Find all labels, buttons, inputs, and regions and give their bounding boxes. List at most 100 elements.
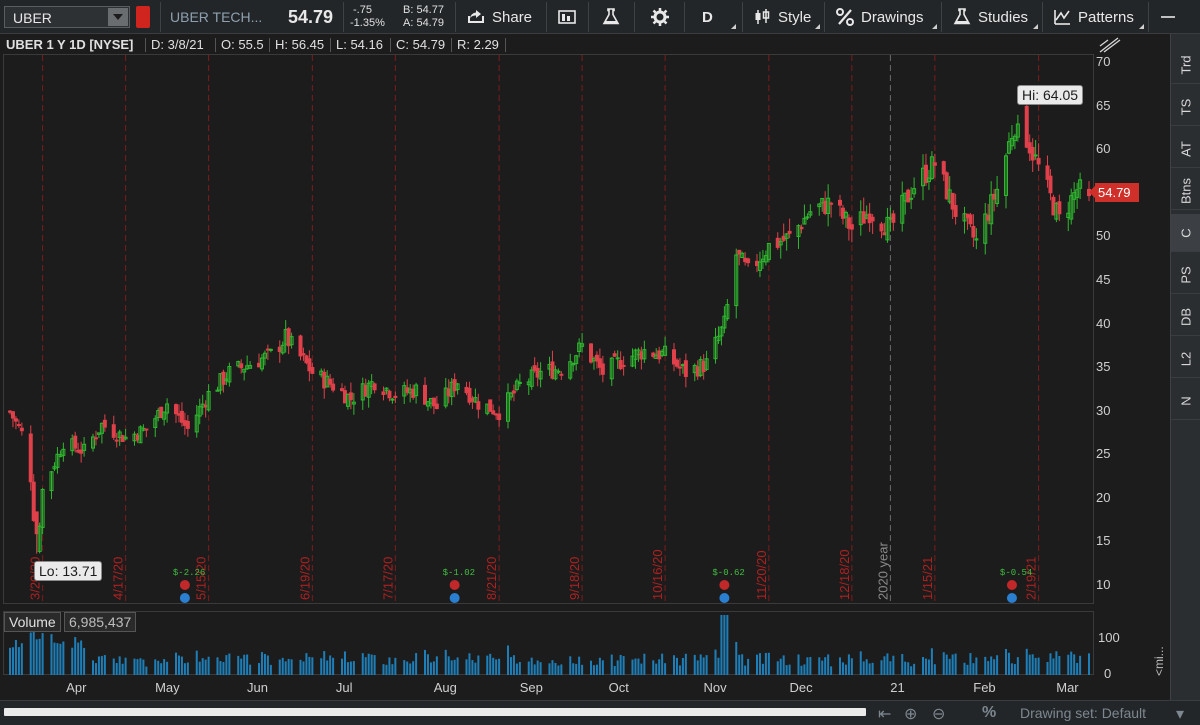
earnings-value: $-0.62 xyxy=(712,568,744,578)
high-callout: Hi: 64.05 xyxy=(1017,85,1084,105)
candle-body xyxy=(746,258,751,264)
scroll-left-icon[interactable]: ⇤ xyxy=(878,706,892,723)
candle xyxy=(674,358,679,369)
volume-bar xyxy=(20,643,23,675)
side-tab-ts[interactable]: TS xyxy=(1171,88,1200,126)
toolbar-separator xyxy=(455,2,456,32)
candle-body xyxy=(310,367,315,374)
price-chart-panel[interactable]: 3/20/204/17/205/15/206/19/207/17/208/21/… xyxy=(3,54,1095,605)
candle xyxy=(971,214,976,248)
price-tick-label: 45 xyxy=(1096,271,1111,287)
candle-body xyxy=(849,224,854,230)
volume-bar xyxy=(1049,653,1052,675)
volume-bar xyxy=(94,663,97,675)
studies-flask-icon xyxy=(953,8,971,25)
side-tab-label: AT xyxy=(1178,140,1194,157)
side-tab-c[interactable]: C xyxy=(1171,214,1200,252)
candle-body xyxy=(843,211,848,218)
crosshair-icon[interactable]: ⊕ xyxy=(904,706,918,723)
chart-info-button[interactable] xyxy=(557,0,583,34)
horizontal-scrollbar[interactable] xyxy=(4,708,866,716)
candle xyxy=(93,430,98,446)
candle xyxy=(40,488,45,535)
toolbar-separator xyxy=(824,2,825,32)
candle-body xyxy=(511,390,516,394)
volume-bar xyxy=(367,653,370,675)
side-tab-ps[interactable]: PS xyxy=(1171,256,1200,294)
candle xyxy=(194,405,199,438)
candle xyxy=(348,382,353,410)
earnings-value: $-2.26 xyxy=(173,568,205,578)
volume-bar xyxy=(166,661,169,675)
candle-body xyxy=(123,436,128,440)
side-tab-trd[interactable]: Trd xyxy=(1171,46,1200,84)
volume-bar xyxy=(678,665,681,675)
volume-bar xyxy=(509,657,512,675)
aggregation-button[interactable]: D xyxy=(702,0,738,34)
volume-bar xyxy=(373,655,376,675)
volume-bar xyxy=(486,655,489,675)
candle xyxy=(340,383,344,392)
chart-title[interactable]: UBER 1 Y 1D [NYSE] xyxy=(6,37,134,52)
candle xyxy=(242,368,247,381)
share-button[interactable]: Share xyxy=(466,0,540,34)
volume-bar xyxy=(616,660,619,675)
candle-body xyxy=(983,213,988,244)
symbol-input[interactable]: UBER xyxy=(4,6,130,28)
scale-icon[interactable] xyxy=(1098,36,1122,54)
price-chart-svg[interactable]: 3/20/204/17/205/15/206/19/207/17/208/21/… xyxy=(4,55,1095,605)
volume-bar xyxy=(1031,654,1034,675)
side-tab-n[interactable]: N xyxy=(1171,382,1200,420)
candle xyxy=(473,388,478,404)
candle xyxy=(1024,101,1029,149)
time-tick-label: Mar xyxy=(1056,680,1079,695)
side-tab-db[interactable]: DB xyxy=(1171,298,1200,336)
candle-body xyxy=(805,216,810,219)
more-button[interactable] xyxy=(1158,0,1194,34)
percent-toggle-icon[interactable]: % xyxy=(982,704,997,721)
settings-button[interactable] xyxy=(650,0,676,34)
time-axis[interactable]: Apr May Jun Jul Aug Sep Oct Nov Dec 21 Feb Mar xyxy=(0,678,1096,698)
candle xyxy=(61,442,66,462)
symbol-dropdown-button[interactable] xyxy=(108,8,128,26)
drawing-set-label[interactable]: Drawing set: Default xyxy=(1020,705,1147,721)
candle-body xyxy=(31,481,36,521)
side-tab-btns[interactable]: Btns xyxy=(1171,172,1200,210)
studies-button[interactable]: Studies xyxy=(952,0,1040,34)
side-tab-l2[interactable]: L2 xyxy=(1171,340,1200,378)
candle-body xyxy=(280,344,285,354)
candle xyxy=(953,193,958,225)
price-axis[interactable]: 70656055504540353025201510 xyxy=(1096,54,1168,604)
volume-panel[interactable] xyxy=(3,611,1094,675)
period-marker-label: 11/20/20 xyxy=(754,550,769,600)
drawings-button[interactable]: Drawings xyxy=(835,0,939,34)
candle-body xyxy=(597,358,602,368)
volume-bar xyxy=(927,659,930,675)
drawing-set-dropdown-icon[interactable]: ▾ xyxy=(1176,706,1185,723)
candle-body xyxy=(944,172,949,200)
style-button[interactable]: Style xyxy=(752,0,822,34)
patterns-button[interactable]: Patterns xyxy=(1052,0,1146,34)
candle-body xyxy=(351,401,356,405)
volume-bar xyxy=(157,660,160,675)
candle xyxy=(861,197,866,224)
volume-bar xyxy=(71,647,74,675)
candle-body xyxy=(829,202,834,205)
zoom-icon[interactable]: ⊖ xyxy=(932,706,946,723)
flask-button[interactable] xyxy=(601,0,627,34)
candle-body xyxy=(909,197,914,200)
candle-body xyxy=(242,368,247,373)
link-color-tag[interactable] xyxy=(136,6,150,28)
candle xyxy=(345,393,350,410)
dropdown-corner-icon xyxy=(731,24,736,29)
volume-bar xyxy=(865,659,868,675)
candle-body xyxy=(49,471,54,492)
volume-bar xyxy=(50,634,53,675)
volume-bar xyxy=(1058,656,1061,675)
aggregation-label: D xyxy=(702,8,713,26)
candle xyxy=(900,181,905,232)
candle-body xyxy=(725,304,730,320)
volume-bar xyxy=(352,661,355,675)
candle-body xyxy=(674,359,679,367)
side-tab-at[interactable]: AT xyxy=(1171,130,1200,168)
